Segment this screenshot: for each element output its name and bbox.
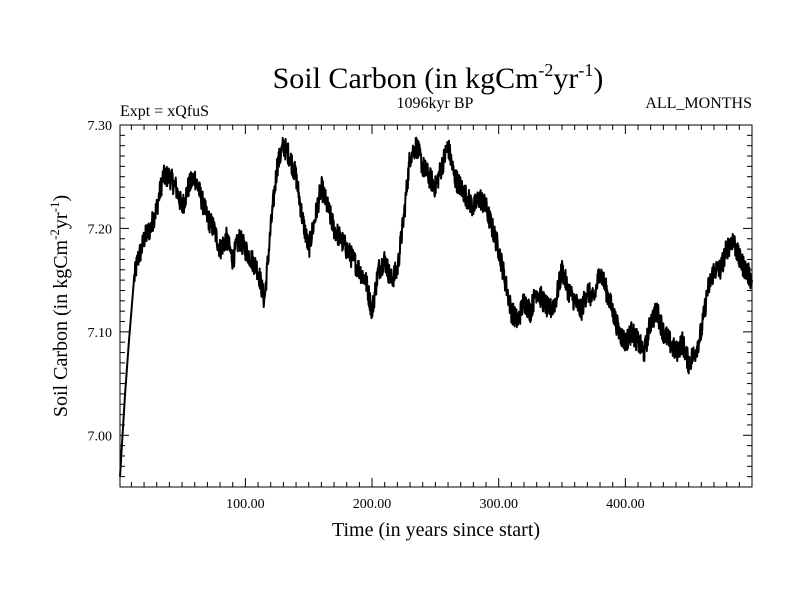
tick-labels: 100.00 200.00 300.00 400.00 7.00 7.10 7.20 7.30 xyxy=(88,119,645,512)
y-tick-label: 7.10 xyxy=(88,326,113,341)
x-axis-label: Time (in years since start) xyxy=(332,519,540,541)
x-tick-label: 300.00 xyxy=(479,497,518,512)
x-tick-label: 400.00 xyxy=(606,497,645,512)
axis-ticks xyxy=(120,124,752,488)
x-tick-label: 100.00 xyxy=(226,497,265,512)
series-line xyxy=(119,136,753,477)
period-label: 1096kyr BP xyxy=(397,95,474,112)
x-tick-label: 200.00 xyxy=(353,497,392,512)
y-axis-label: Soil Carbon (in kgCm-2yr-1) xyxy=(47,195,72,417)
plot-frame xyxy=(119,124,753,488)
experiment-label: Expt = xQfuS xyxy=(120,103,209,120)
y-tick-label: 7.20 xyxy=(88,222,113,237)
chart-title: Soil Carbon (in kgCm-2yr-1) xyxy=(273,60,604,95)
months-label: ALL_MONTHS xyxy=(645,95,752,112)
y-tick-label: 7.30 xyxy=(88,119,113,134)
y-tick-label: 7.00 xyxy=(88,429,113,444)
